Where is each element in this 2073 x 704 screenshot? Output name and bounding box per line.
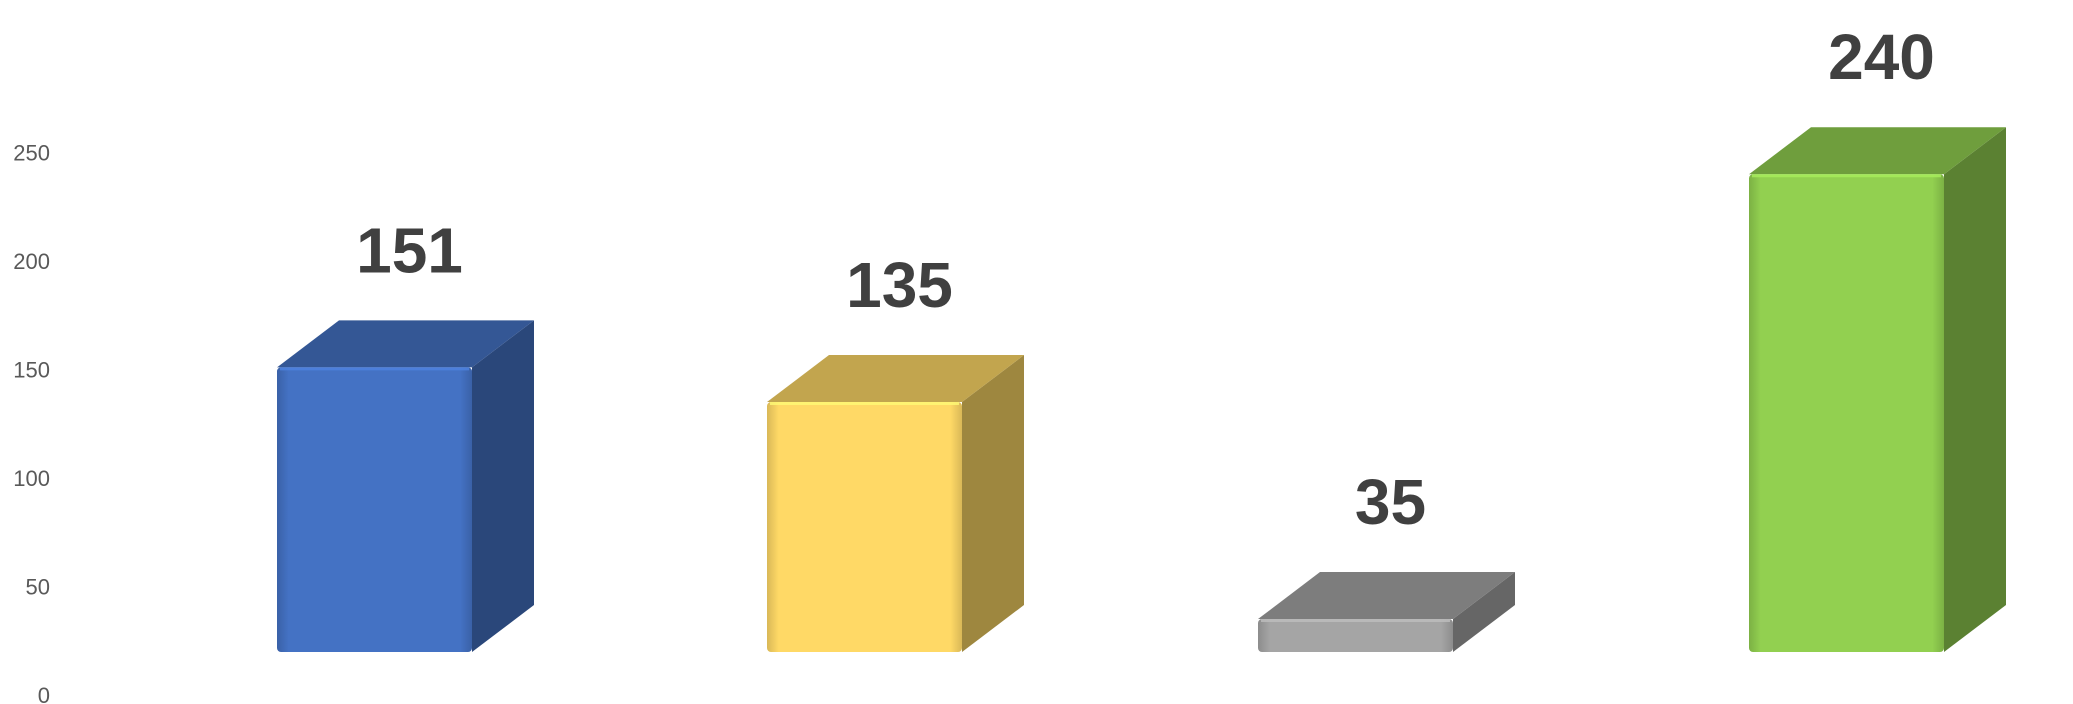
bar-top-face	[1749, 127, 2006, 175]
data-labels: 151 135 35 240	[356, 21, 1935, 538]
data-label: 151	[356, 214, 463, 286]
bar-front-face	[1749, 174, 1944, 652]
bar-top-face	[767, 355, 1024, 403]
bar-front-face	[1258, 619, 1453, 652]
data-label: 35	[1355, 466, 1426, 538]
y-tick-label: 250	[13, 141, 50, 166]
bar	[767, 355, 1024, 652]
bars	[277, 127, 2006, 652]
bar-front-face	[277, 367, 472, 652]
bar-top-face	[1258, 572, 1515, 620]
bar	[1749, 127, 2006, 652]
data-label: 135	[846, 249, 953, 321]
y-axis: 0 50 100 150 200 250	[13, 141, 50, 704]
data-label: 240	[1828, 21, 1935, 93]
bar-side-face	[1453, 572, 1515, 652]
y-tick-label: 50	[26, 575, 50, 600]
y-tick-label: 100	[13, 466, 50, 491]
bar-side-face	[472, 320, 534, 652]
y-tick-label: 150	[13, 358, 50, 383]
bar-side-face	[1944, 127, 2006, 652]
bar-side-face	[962, 355, 1024, 652]
y-tick-label: 0	[38, 683, 50, 704]
bar	[1258, 572, 1515, 652]
bar	[277, 320, 534, 652]
bar-top-face	[277, 320, 534, 368]
y-tick-label: 200	[13, 249, 50, 274]
bar-front-face	[767, 402, 962, 652]
